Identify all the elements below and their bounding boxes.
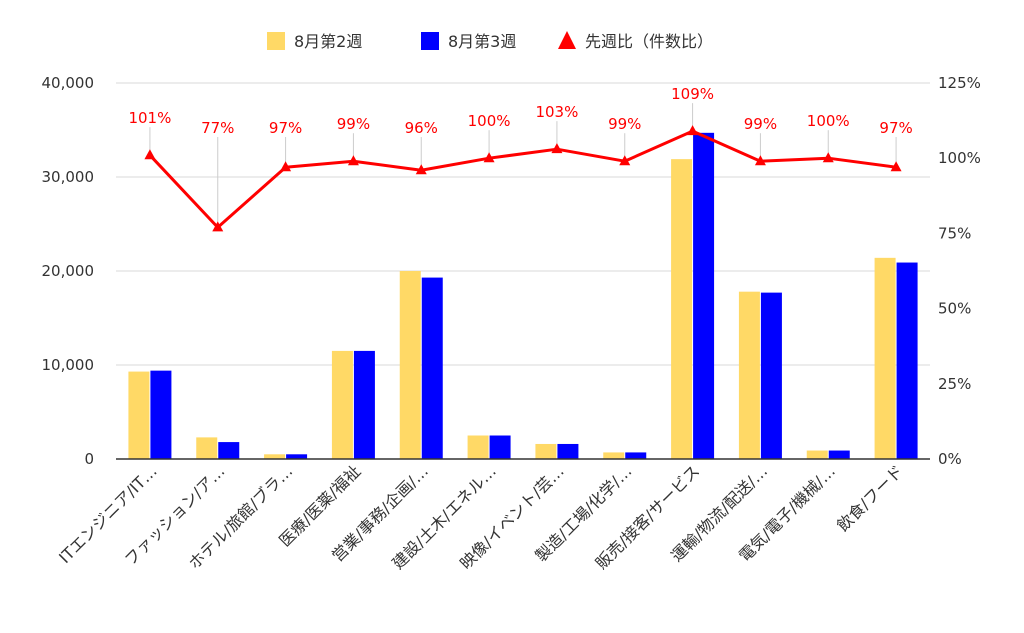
legend-swatch bbox=[421, 32, 439, 50]
bar-2 bbox=[218, 442, 240, 459]
bar-1 bbox=[603, 452, 625, 459]
ratio-data-label: 103% bbox=[535, 103, 578, 121]
ratio-point bbox=[483, 152, 495, 163]
bar-1 bbox=[196, 437, 218, 459]
category-label: 飲食/フード bbox=[833, 461, 907, 535]
bar-1 bbox=[331, 350, 353, 459]
bar-2 bbox=[828, 450, 850, 459]
bar-2 bbox=[489, 435, 511, 459]
bar-2 bbox=[150, 370, 172, 459]
bar-1 bbox=[806, 450, 828, 459]
bar-2 bbox=[896, 262, 918, 459]
left-tick-label: 0 bbox=[84, 450, 94, 468]
category-labels: ITエンジニア/IT…ファッション/ア…ホテル/旅館/ブラ…医療/医薬/福祉営業… bbox=[55, 461, 907, 573]
right-tick-label: 0% bbox=[938, 450, 962, 468]
right-axis-ticks: 0% 25% 50% 75% 100% 125% bbox=[938, 74, 981, 468]
ratio-data-label: 101% bbox=[128, 109, 171, 127]
ratio-data-label: 97% bbox=[269, 119, 302, 137]
bar-1 bbox=[128, 371, 150, 459]
right-tick-label: 50% bbox=[938, 300, 971, 318]
bar-1 bbox=[467, 435, 489, 459]
legend: 8月第2週 8月第3週 先週比（件数比） bbox=[267, 31, 713, 51]
bar-1 bbox=[264, 454, 286, 459]
bar-1 bbox=[671, 159, 693, 459]
ratio-data-label: 97% bbox=[879, 119, 912, 137]
legend-swatch bbox=[267, 32, 285, 50]
legend-label: 8月第2週 bbox=[294, 32, 362, 51]
ratio-point bbox=[890, 161, 902, 172]
left-tick-label: 10,000 bbox=[42, 356, 95, 374]
bar-1 bbox=[738, 291, 760, 459]
bar-1 bbox=[535, 443, 557, 459]
bar-1 bbox=[874, 257, 896, 459]
ratio-data-label: 99% bbox=[608, 115, 641, 133]
ratio-point bbox=[347, 155, 359, 166]
ratio-point bbox=[619, 155, 631, 166]
bar-2 bbox=[421, 277, 443, 459]
bar-2 bbox=[625, 452, 647, 459]
gridlines bbox=[116, 82, 930, 366]
ratio-point bbox=[754, 155, 766, 166]
left-axis-ticks: 0 10,000 20,000 30,000 40,000 bbox=[42, 74, 95, 468]
ratio-data-label: 100% bbox=[807, 112, 850, 130]
ratio-data-label: 99% bbox=[744, 115, 777, 133]
legend-marker bbox=[558, 31, 576, 49]
ratio-data-label: 77% bbox=[201, 119, 234, 137]
ratio-point bbox=[415, 164, 427, 175]
right-tick-label: 125% bbox=[938, 74, 981, 92]
ratio-point bbox=[212, 221, 224, 232]
ratio-point bbox=[144, 149, 156, 160]
ratio-data-label: 109% bbox=[671, 85, 714, 103]
bar-2 bbox=[353, 350, 375, 459]
ratio-data-label: 96% bbox=[405, 119, 438, 137]
ratio-point bbox=[687, 125, 699, 136]
ratio-point bbox=[551, 143, 563, 154]
right-tick-label: 100% bbox=[938, 149, 981, 167]
bar-2 bbox=[286, 454, 308, 459]
ratio-point bbox=[280, 161, 292, 172]
bars bbox=[128, 132, 918, 459]
ratio-point bbox=[822, 152, 834, 163]
right-tick-label: 75% bbox=[938, 224, 971, 242]
right-tick-label: 25% bbox=[938, 375, 971, 393]
ratio-data-label: 100% bbox=[468, 112, 511, 130]
left-tick-label: 40,000 bbox=[42, 74, 95, 92]
legend-label: 8月第3週 bbox=[448, 32, 516, 51]
left-tick-label: 20,000 bbox=[42, 262, 95, 280]
bar-1 bbox=[399, 271, 421, 459]
bar-2 bbox=[760, 292, 782, 459]
ratio-line-series: 101% 77% 97% 99% 96% 100% 103% 99% 109% 99% 100% 97… bbox=[128, 85, 913, 232]
bar-2 bbox=[693, 132, 715, 459]
ratio-data-label: 99% bbox=[337, 115, 370, 133]
legend-label: 先週比（件数比） bbox=[585, 32, 713, 51]
ratio-line bbox=[148, 129, 897, 229]
left-tick-label: 30,000 bbox=[42, 168, 95, 186]
bar-2 bbox=[557, 443, 579, 459]
